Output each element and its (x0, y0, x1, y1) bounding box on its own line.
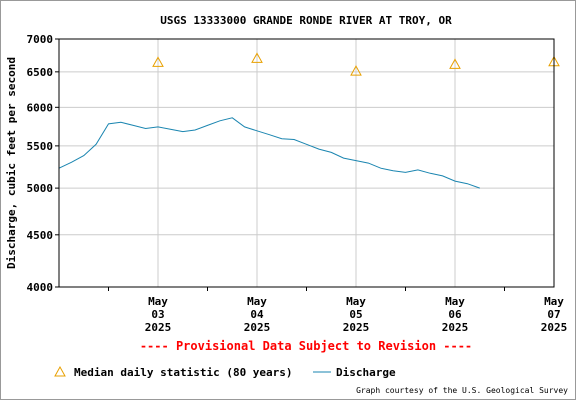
y-tick-label: 5000 (27, 182, 54, 195)
discharge-line (58, 117, 480, 189)
x-tick-label: 2025 (244, 321, 271, 334)
x-tick-label: 2025 (442, 321, 469, 334)
x-axis-ticks: May032025May042025May052025May062025May0… (108, 287, 568, 334)
y-tick-label: 5500 (27, 140, 54, 153)
x-tick-label: 06 (448, 308, 462, 321)
x-tick-label: May (148, 295, 168, 308)
discharge-series (58, 117, 480, 189)
provisional-note: ---- Provisional Data Subject to Revisio… (140, 339, 472, 353)
x-tick-label: 2025 (541, 321, 568, 334)
grid-lines (59, 38, 555, 288)
x-tick-label: 2025 (145, 321, 172, 334)
x-tick-label: May (247, 295, 267, 308)
y-tick-label: 4000 (27, 281, 54, 294)
credit-text: Graph courtesy of the U.S. Geological Su… (356, 386, 568, 395)
chart-title: USGS 13333000 GRANDE RONDE RIVER AT TROY… (160, 14, 452, 27)
y-axis-label: Discharge, cubic feet per second (5, 57, 18, 269)
y-tick-label: 6000 (27, 101, 54, 114)
x-tick-label: May (544, 295, 564, 308)
x-tick-label: 07 (547, 308, 560, 321)
x-tick-label: May (445, 295, 465, 308)
y-tick-label: 7000 (27, 33, 54, 46)
median-marker (449, 58, 461, 69)
y-axis-ticks: 4000 4500 5000 5500 6000 6500 7000 (27, 33, 59, 294)
x-tick-label: 03 (151, 308, 164, 321)
y-tick-label: 4500 (27, 229, 54, 242)
x-tick-label: 04 (250, 308, 264, 321)
median-marker (350, 65, 362, 76)
median-marker (251, 52, 263, 63)
x-tick-label: May (346, 295, 366, 308)
x-tick-label: 05 (349, 308, 362, 321)
plot-area (58, 38, 555, 288)
legend: Median daily statistic (80 years) Discha… (54, 365, 396, 379)
x-tick-label: 2025 (343, 321, 370, 334)
legend-median-label: Median daily statistic (80 years) (74, 366, 293, 379)
median-series (152, 52, 560, 76)
triangle-icon (54, 365, 66, 377)
median-marker (152, 56, 164, 67)
legend-discharge-label: Discharge (336, 366, 396, 379)
y-tick-label: 6500 (27, 66, 54, 79)
